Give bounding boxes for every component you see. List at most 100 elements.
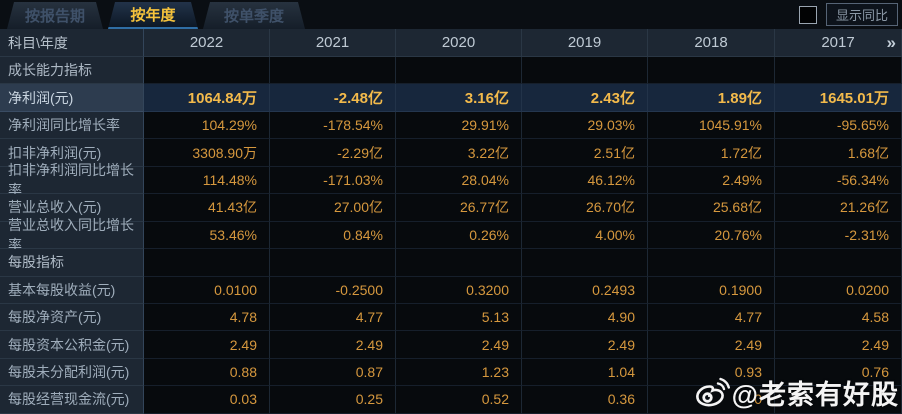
value-cell: 2.49% — [648, 166, 775, 195]
value-cell: 27.00亿 — [270, 194, 396, 222]
row-label: 营业总收入同比增长率 — [0, 217, 144, 253]
value-cell — [775, 386, 902, 414]
value-cell: 2.49 — [522, 331, 648, 359]
value-cell: -2.29亿 — [270, 139, 396, 167]
value-cell: 4.77 — [648, 303, 775, 332]
value-cell — [648, 249, 775, 277]
value-cell: 0.87 — [270, 358, 396, 387]
table-row: 扣非净利润(元) 3308.90万 -2.29亿 3.22亿 2.51亿 1.72亿 1.6… — [0, 139, 902, 167]
year-header: 2019 — [522, 29, 648, 57]
row-label: 每股经营现金流(元) — [0, 386, 144, 414]
tab-by-report-period[interactable]: 按报告期 — [7, 2, 103, 29]
value-cell: -2.48亿 — [270, 84, 396, 112]
value-cell: 41.43亿 — [144, 194, 270, 222]
value-cell: 0.84% — [270, 221, 396, 250]
row-label: 营业总收入(元) — [0, 194, 144, 222]
value-cell: 29.03% — [522, 111, 648, 140]
value-cell: 0.88 — [144, 358, 270, 387]
value-cell — [144, 249, 270, 277]
table-row: 营业总收入(元) 41.43亿 27.00亿 26.77亿 26.70亿 25.68亿 21… — [0, 194, 902, 222]
value-cell: -171.03% — [270, 166, 396, 195]
value-cell: -95.65% — [775, 111, 902, 140]
table-row: 每股未分配利润(元) 0.88 0.87 1.23 1.04 0.93 0.76 — [0, 358, 902, 387]
value-cell: -2.31% — [775, 221, 902, 250]
value-cell: 1.72亿 — [648, 139, 775, 167]
value-cell: -178.54% — [270, 111, 396, 140]
value-cell: 2.51亿 — [522, 139, 648, 167]
row-label: 净利润同比增长率 — [0, 111, 144, 140]
more-years-chevron-icon[interactable]: » — [886, 32, 897, 52]
value-cell: 0.3200 — [396, 276, 522, 304]
table-row: 每股净资产(元) 4.78 4.77 5.13 4.90 4.77 4.58 — [0, 303, 902, 332]
section-row: 每股指标 — [0, 249, 902, 277]
year-header: 2017 » — [775, 29, 902, 57]
show-yoy-button[interactable]: 显示同比 — [825, 3, 898, 26]
row-label: 每股净资产(元) — [0, 303, 144, 332]
tab-by-single-quarter[interactable]: 按单季度 — [203, 2, 305, 29]
value-cell: 3.22亿 — [396, 139, 522, 167]
value-cell — [396, 249, 522, 277]
value-cell: 0.0100 — [144, 276, 270, 304]
value-cell: 4.90 — [522, 303, 648, 332]
value-cell: 0 — [648, 386, 775, 414]
value-cell: 28.04% — [396, 166, 522, 195]
value-cell: 5.13 — [396, 303, 522, 332]
row-label: 扣非净利润同比增长率 — [0, 162, 144, 198]
value-cell: 21.26亿 — [775, 194, 902, 222]
value-cell: 2.49 — [396, 331, 522, 359]
year-header: 2022 — [144, 29, 270, 57]
table-row: 基本每股收益(元) 0.0100 -0.2500 0.3200 0.2493 0.1900… — [0, 276, 902, 304]
table-row: 每股经营现金流(元) 0.03 0.25 0.52 0.36 0 — [0, 386, 902, 414]
value-cell: 1064.84万 — [144, 84, 270, 112]
value-cell: 0.25 — [270, 386, 396, 414]
table-header-row: 科目\年度 2022 2021 2020 2019 2018 2017 » — [0, 29, 902, 57]
section-row: 成长能力指标 — [0, 57, 902, 85]
value-cell: 25.68亿 — [648, 194, 775, 222]
value-cell: 0.76 — [775, 358, 902, 387]
tab-by-year[interactable]: 按年度 — [108, 2, 198, 29]
value-cell: 1.23 — [396, 358, 522, 387]
value-cell: 3308.90万 — [144, 139, 270, 167]
value-cell: 2.49 — [270, 331, 396, 359]
value-cell: 20.76% — [648, 221, 775, 250]
year-header-label: 2017 — [821, 34, 855, 51]
table-row: 净利润(元) 1064.84万 -2.48亿 3.16亿 2.43亿 1.89亿 1645.… — [0, 84, 902, 112]
value-cell: 1.89亿 — [648, 84, 775, 112]
table-row: 每股资本公积金(元) 2.49 2.49 2.49 2.49 2.49 2.49 — [0, 331, 902, 359]
row-label: 成长能力指标 — [0, 57, 144, 85]
value-cell — [648, 57, 775, 85]
value-cell: 4.77 — [270, 303, 396, 332]
value-cell: 0.0200 — [775, 276, 902, 304]
table-row: 净利润同比增长率 104.29% -178.54% 29.91% 29.03% 1045.… — [0, 111, 902, 140]
value-cell: 2.49 — [648, 331, 775, 359]
value-cell: 26.77亿 — [396, 194, 522, 222]
row-label: 扣非净利润(元) — [0, 139, 144, 167]
row-label: 每股资本公积金(元) — [0, 331, 144, 359]
value-cell — [522, 57, 648, 85]
value-cell: 26.70亿 — [522, 194, 648, 222]
row-label: 净利润(元) — [0, 84, 144, 112]
value-cell — [144, 57, 270, 85]
value-cell: 0.1900 — [648, 276, 775, 304]
value-cell: 114.48% — [144, 166, 270, 195]
value-cell: 4.00% — [522, 221, 648, 250]
value-cell: 53.46% — [144, 221, 270, 250]
value-cell: 4.58 — [775, 303, 902, 332]
year-header: 2018 — [648, 29, 775, 57]
year-header: 2020 — [396, 29, 522, 57]
value-cell — [775, 249, 902, 277]
show-yoy-checkbox[interactable] — [798, 5, 817, 24]
row-label: 每股指标 — [0, 249, 144, 277]
row-label: 每股未分配利润(元) — [0, 358, 144, 387]
value-cell: 1045.91% — [648, 111, 775, 140]
value-cell: 2.49 — [775, 331, 902, 359]
value-cell: 2.43亿 — [522, 84, 648, 112]
value-cell: 0.03 — [144, 386, 270, 414]
period-tabbar: 按报告期 按年度 按单季度 显示同比 — [0, 0, 902, 29]
value-cell — [396, 57, 522, 85]
value-cell: 0.2493 — [522, 276, 648, 304]
value-cell: 1.68亿 — [775, 139, 902, 167]
value-cell — [270, 249, 396, 277]
table-row: 扣非净利润同比增长率 114.48% -171.03% 28.04% 46.12% 2.4… — [0, 162, 902, 198]
